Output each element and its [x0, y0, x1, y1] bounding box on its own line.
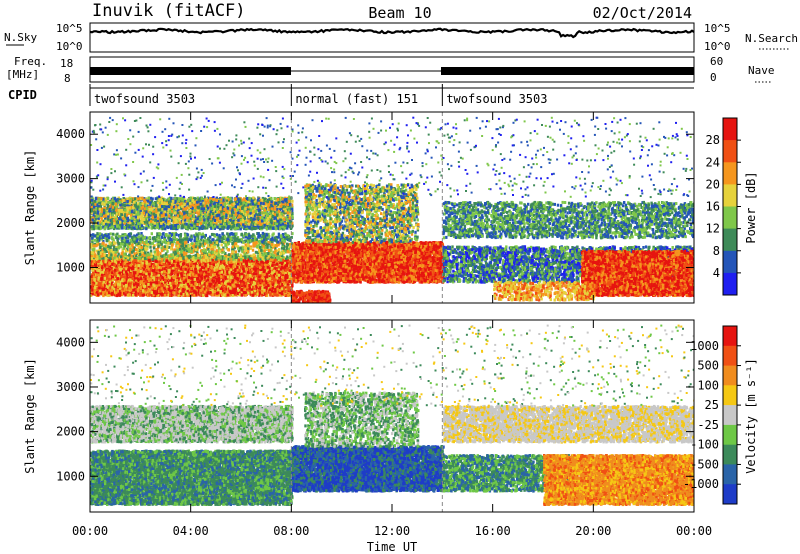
cpid-segment-2: normal (fast) 151 [295, 92, 418, 106]
noise-right-tick-top: 10^5 [704, 22, 731, 35]
freq-left-label-1: Freq. [14, 55, 47, 68]
header-date: 02/Oct/2014 [593, 4, 692, 22]
noise-left-tick-top: 10^5 [56, 22, 83, 35]
noise-left-tick-bottom: 10^0 [56, 40, 83, 53]
cpid-segments: twofsound 3503 normal (fast) 151 twofsound… [90, 84, 547, 106]
radar-summary-plot: Inuvik (fitACF) Beam 10 02/Oct/2014 N.Sk… [0, 0, 800, 554]
noise-right-label: N.Search [745, 32, 798, 45]
freq-band-segment-2 [441, 67, 694, 75]
cpid-segment-3: twofsound 3503 [446, 92, 547, 106]
noise-panel-frame [90, 23, 694, 52]
cpid-label: CPID [8, 88, 37, 102]
noise-right-tick-bottom: 10^0 [704, 40, 731, 53]
power-data-field [90, 117, 696, 306]
freq-left-label-2: [MHz] [6, 68, 39, 81]
noise-left-label: N.Sky [4, 31, 37, 44]
freq-left-tick-top: 18 [60, 57, 73, 70]
cpid-segment-1: twofsound 3503 [94, 92, 195, 106]
freq-right-tick-bottom: 0 [710, 71, 717, 84]
freq-right-label: Nave [748, 64, 775, 77]
header-station: Inuvik (fitACF) [92, 1, 246, 21]
radar-summary-svg: Inuvik (fitACF) Beam 10 02/Oct/2014 N.Sk… [0, 0, 800, 554]
freq-band-segment-1 [90, 67, 291, 75]
freq-left-tick-bottom: 8 [64, 72, 71, 85]
header-beam: Beam 10 [368, 4, 431, 22]
freq-right-tick-top: 60 [710, 55, 723, 68]
noise-sky-line [90, 29, 694, 37]
